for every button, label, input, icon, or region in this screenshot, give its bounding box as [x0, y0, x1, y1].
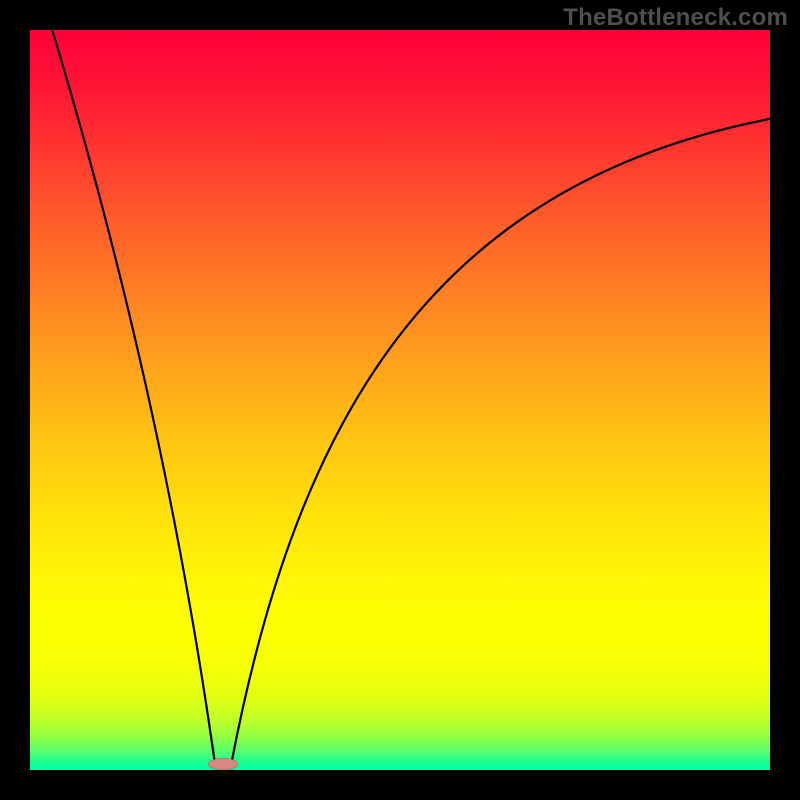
- chart-wrapper: TheBottleneck.com: [0, 0, 800, 800]
- watermark-text: TheBottleneck.com: [563, 4, 788, 32]
- chart-background: [30, 30, 770, 770]
- optimal-point-marker: [208, 759, 238, 770]
- bottleneck-chart: [0, 0, 800, 800]
